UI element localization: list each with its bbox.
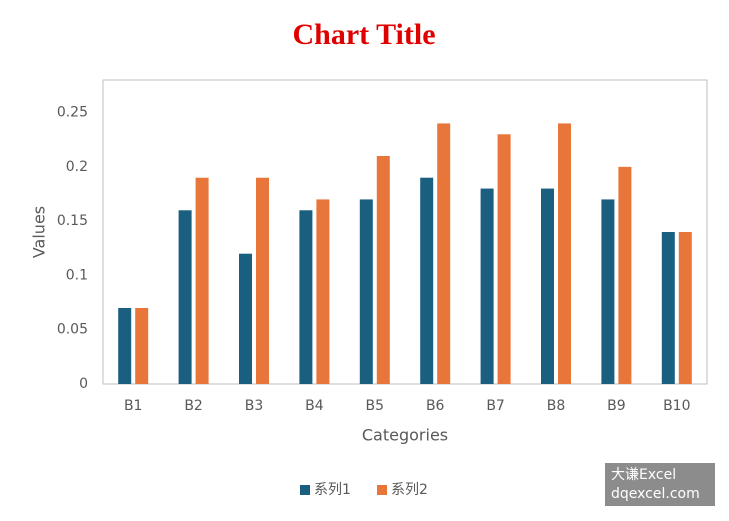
bar [558, 123, 571, 384]
y-tick-label: 0.25 [57, 105, 88, 121]
bar [601, 199, 615, 384]
x-tick-label: B3 [245, 398, 264, 414]
bar [178, 210, 192, 384]
bar [195, 177, 209, 384]
bar [239, 253, 252, 384]
bar [256, 177, 269, 384]
bar [437, 123, 451, 384]
bar [541, 188, 554, 384]
x-tick-label: B6 [426, 398, 445, 414]
bar [118, 308, 132, 384]
chart-title: Chart Title [292, 18, 435, 51]
bar [359, 199, 373, 384]
x-tick-label: B8 [547, 398, 566, 414]
bar [299, 210, 313, 384]
bar [497, 134, 511, 384]
bar [661, 232, 675, 384]
y-tick-label: 0.2 [66, 159, 88, 175]
legend-label: 系列1 [314, 482, 351, 498]
bar [135, 308, 149, 384]
bar [618, 166, 632, 384]
x-tick-label: B4 [305, 398, 324, 414]
bar [316, 199, 330, 384]
x-tick-label: B2 [184, 398, 203, 414]
x-tick-label: B10 [663, 398, 690, 414]
y-tick-label: 0.15 [57, 213, 88, 229]
bar [420, 177, 434, 384]
y-tick-label: 0.05 [57, 322, 88, 338]
x-tick-label: B9 [607, 398, 626, 414]
y-tick-label: 0.1 [66, 267, 88, 283]
x-tick-label: B5 [366, 398, 385, 414]
legend-label: 系列2 [391, 482, 428, 498]
bar [480, 188, 494, 384]
watermark-box [605, 463, 715, 506]
legend-swatch [300, 485, 310, 495]
y-tick-label: 0 [79, 376, 88, 392]
bar [678, 232, 692, 384]
x-axis-title: Categories [362, 426, 448, 445]
watermark: 大谦Excel [611, 467, 676, 483]
bar [376, 156, 390, 384]
legend-swatch [377, 485, 387, 495]
watermark: dqexcel.com [611, 486, 700, 502]
plot-area [102, 79, 708, 385]
x-tick-label: B7 [486, 398, 505, 414]
x-tick-label: B1 [124, 398, 143, 414]
y-axis-title: Values [30, 206, 49, 258]
